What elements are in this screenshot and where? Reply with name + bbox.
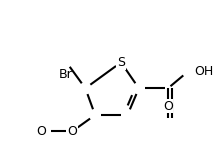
Text: O: O — [163, 100, 173, 113]
Text: Br: Br — [59, 68, 73, 81]
Text: S: S — [117, 56, 125, 69]
Text: O: O — [36, 125, 46, 138]
Text: OH: OH — [194, 65, 213, 78]
Text: O: O — [68, 125, 77, 138]
